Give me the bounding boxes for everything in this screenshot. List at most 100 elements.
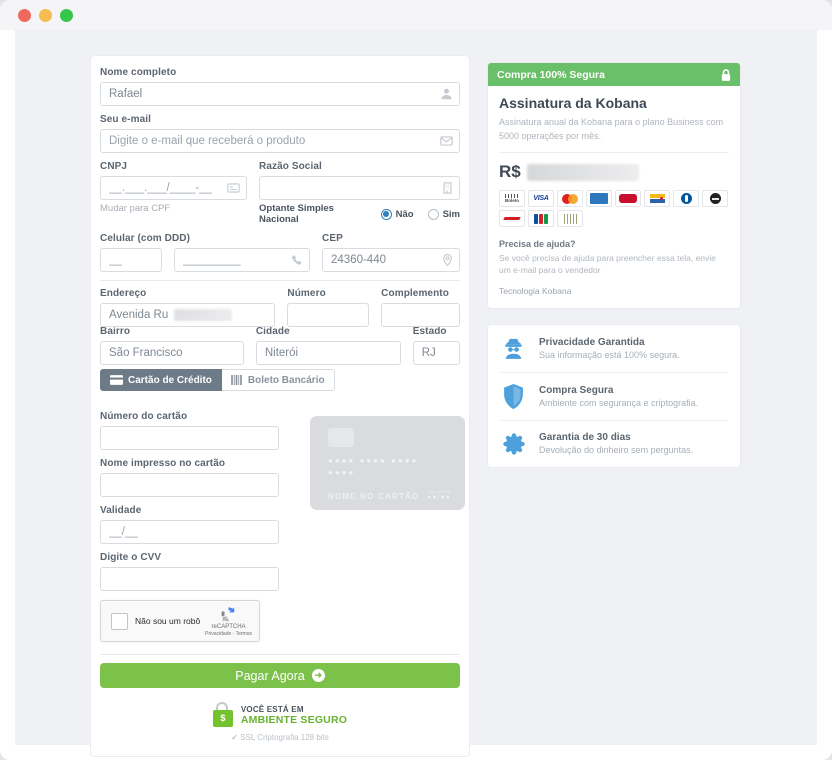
endereco-redaction-blur <box>174 309 233 321</box>
card-cvv-input[interactable] <box>100 567 279 591</box>
secure-line1: VOCÊ ESTÁ EM <box>240 704 304 714</box>
minimize-window-button[interactable] <box>39 8 52 22</box>
card-validade-tag: VALIDADE <box>427 489 451 494</box>
seal-icon <box>500 432 527 456</box>
close-window-button[interactable] <box>18 8 31 22</box>
recaptcha-privacy-terms-links[interactable]: Privacidade - Termos <box>205 630 252 637</box>
endereco-value: Avenida Ru <box>109 309 169 321</box>
privacy-agent-icon <box>500 336 527 361</box>
mudar-cpf-link[interactable]: Mudar para CPF <box>100 203 171 214</box>
trust-title: Privacidade Garantida <box>539 336 645 348</box>
celular-input[interactable] <box>174 248 310 272</box>
id-card-icon <box>227 183 240 193</box>
trust-row-garantia: Garantia de 30 dias Devolução do dinheir… <box>500 419 728 467</box>
window-titlebar <box>0 0 832 30</box>
submit-divider <box>100 654 460 655</box>
pagar-agora-button[interactable]: Pagar Agora ➜ <box>100 663 460 688</box>
cnpj-input[interactable] <box>100 176 247 200</box>
endereco-input[interactable]: Avenida Ru <box>100 303 276 327</box>
tab-boleto-label: Boleto Bancário <box>247 374 325 386</box>
card-numero-label: Número do cartão <box>100 411 188 422</box>
complemento-field-group: Complemento <box>381 289 460 327</box>
estado-field-group: Estado <box>412 327 460 365</box>
razao-field-group: Razão Social <box>259 162 460 200</box>
bairro-input[interactable] <box>100 341 244 365</box>
cep-label: CEP <box>322 233 343 244</box>
endereco-label: Endereço <box>100 288 147 299</box>
checkout-page: Nome completo Seu e-mail <box>15 30 817 757</box>
phone-icon <box>291 254 303 266</box>
card-nome-label: Nome impresso no cartão <box>100 458 226 469</box>
tab-boleto-bancario[interactable]: Boleto Bancário <box>221 369 335 391</box>
cidade-input[interactable] <box>255 341 401 365</box>
razao-label: Razão Social <box>259 161 322 172</box>
tab-cartao-credito[interactable]: Cartão de Crédito <box>100 369 222 391</box>
nome-field-group: Nome completo <box>100 68 460 106</box>
diners-icon <box>673 190 699 207</box>
cep-input[interactable] <box>322 248 460 272</box>
checkout-form-card: Nome completo Seu e-mail <box>90 55 470 757</box>
elo-icon <box>644 190 670 207</box>
card-numero-group: Número do cartão <box>100 412 279 450</box>
razao-input[interactable] <box>259 176 460 200</box>
credit-card-section: Número do cartão Nome impresso no cartão… <box>100 412 465 591</box>
amex-icon <box>586 190 612 207</box>
secure-lock-icon: $ <box>212 702 233 728</box>
currency-symbol: R$ <box>499 162 521 181</box>
cnpj-helpers-row: Mudar para CPF Optante Simples Nacional … <box>100 203 460 225</box>
recaptcha-logo-icon <box>220 606 237 623</box>
ddd-input[interactable] <box>100 248 162 272</box>
envelope-icon <box>440 136 453 147</box>
barcode-icon <box>231 375 243 385</box>
card-cvv-label: Digite o CVV <box>100 552 162 563</box>
simples-label: Optante Simples Nacional <box>259 203 334 225</box>
check-icon: ✓ <box>231 733 238 742</box>
card-nome-input[interactable] <box>100 473 279 497</box>
complemento-input[interactable] <box>381 303 460 327</box>
numero-input[interactable] <box>287 303 370 327</box>
boleto-icon: Boleto <box>499 190 525 207</box>
maximize-window-button[interactable] <box>60 8 73 22</box>
cep-field-group: CEP <box>322 234 460 272</box>
jcb-icon <box>528 210 554 227</box>
trust-row-privacidade: Privacidade Garantida Sua informação est… <box>500 325 728 372</box>
arrow-right-icon: ➜ <box>311 669 325 682</box>
price-row: R$ <box>499 162 729 182</box>
trust-title: Compra Segura <box>539 384 614 396</box>
product-description: Assinatura anual da Kobana para o plano … <box>499 117 724 141</box>
card-chip-icon <box>328 428 354 447</box>
shield-icon <box>500 383 527 409</box>
secure-purchase-title: Compra 100% Segura <box>497 68 605 81</box>
card-cvv-group: Digite o CVV <box>100 553 279 591</box>
simples-nacional-group: Optante Simples Nacional Não Sim <box>259 203 460 225</box>
price-divider <box>499 152 729 153</box>
map-pin-icon <box>442 253 453 267</box>
recaptcha-checkbox[interactable] <box>111 612 128 630</box>
endereco-row: Endereço Avenida Ru Número Complemento <box>100 289 460 327</box>
cnpj-label: CNPJ <box>100 161 128 172</box>
card-name-placeholder: NOME NO CARTÃO <box>328 492 420 501</box>
simples-radio-sim[interactable]: Sim <box>427 208 460 220</box>
card-validade-input[interactable] <box>100 520 279 544</box>
simples-radio-nao[interactable]: Não <box>380 208 414 220</box>
product-summary-card: Compra 100% Segura Assinatura da Kobana … <box>487 62 741 309</box>
radio-unselected-icon <box>427 208 439 220</box>
card-validade-dots: ●●/●● <box>427 494 451 501</box>
cidade-field-group: Cidade <box>255 327 401 365</box>
recaptcha-widget: Não sou um robô reCAPTCHA Privacidade - … <box>100 600 260 642</box>
cnpj-razao-row: CNPJ Razão Social <box>100 162 460 200</box>
nome-input[interactable] <box>100 82 460 106</box>
trust-subtitle: Sua informação está 100% segura. <box>539 349 680 360</box>
estado-input[interactable] <box>412 341 460 365</box>
price-redaction-blur <box>526 163 639 181</box>
bairro-row: Bairro Cidade Estado <box>100 327 460 365</box>
celular-label: Celular (com DDD) <box>100 233 191 244</box>
tab-cartao-label: Cartão de Crédito <box>128 374 212 386</box>
payment-brands-row: Boleto VISA <box>499 190 729 227</box>
email-input[interactable] <box>100 129 460 153</box>
card-numero-input[interactable] <box>100 426 279 450</box>
celular-cep-row: Celular (com DDD) CEP <box>100 234 460 272</box>
ssl-text: SSL Criptografia 128 bits <box>240 733 329 742</box>
simples-nao-label: Não <box>395 208 414 220</box>
bairro-label: Bairro <box>100 326 131 337</box>
